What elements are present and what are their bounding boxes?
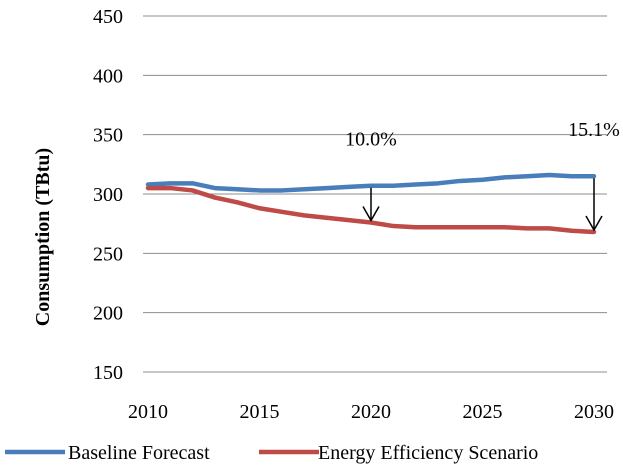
y-tick-label: 400 bbox=[93, 65, 123, 87]
y-tick-label: 250 bbox=[93, 243, 123, 265]
y-tick-labels: 150 200 250 300 350 400 450 bbox=[93, 6, 123, 384]
series-line-baseline-forecast bbox=[145, 172, 597, 193]
annotation-label: 15.1% bbox=[568, 119, 620, 141]
y-tick-label: 450 bbox=[93, 6, 123, 28]
annotation-arrowhead bbox=[585, 215, 603, 232]
annotations: 10.0% 15.1% bbox=[345, 119, 620, 232]
gridlines bbox=[143, 15, 607, 373]
x-tick-label: 2030 bbox=[574, 401, 614, 423]
x-tick-label: 2010 bbox=[128, 401, 168, 423]
annotation-label: 10.0% bbox=[345, 129, 397, 151]
y-tick-label: 150 bbox=[93, 362, 123, 384]
y-axis-label: Consumption (TBtu) bbox=[32, 148, 54, 326]
legend-label: Baseline Forecast bbox=[68, 442, 210, 464]
x-tick-label: 2025 bbox=[463, 401, 503, 423]
y-tick-label: 350 bbox=[93, 125, 123, 147]
x-tick-label: 2015 bbox=[240, 401, 280, 423]
series-line-energy-efficiency-scenario bbox=[145, 185, 597, 235]
x-tick-label: 2020 bbox=[351, 401, 391, 423]
y-tick-label: 300 bbox=[93, 184, 123, 206]
legend: Baseline Forecast Energy Efficiency Scena… bbox=[5, 442, 538, 464]
annotation-arrowhead bbox=[362, 206, 380, 222]
x-tick-labels: 2010 2015 2020 2025 2030 bbox=[128, 401, 614, 423]
y-tick-label: 200 bbox=[93, 303, 123, 325]
series-lines bbox=[145, 172, 597, 235]
legend-label: Energy Efficiency Scenario bbox=[318, 442, 538, 464]
